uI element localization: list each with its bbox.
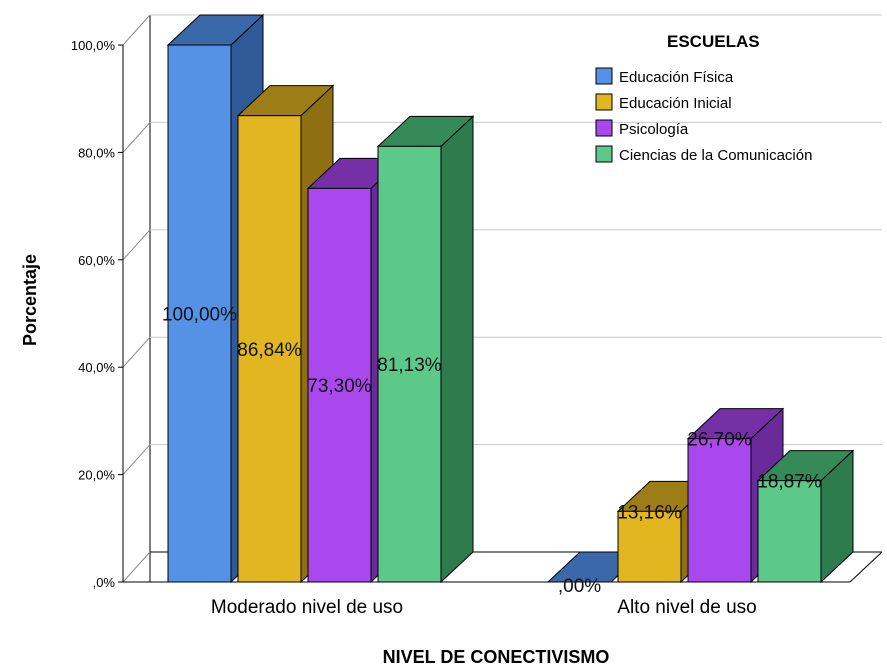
bar-front (377, 145, 442, 583)
gridline-diagonal (122, 14, 151, 46)
bar-front (757, 480, 822, 583)
bar-side (440, 115, 474, 584)
bar-front (617, 510, 682, 583)
y-tick-label: 100,0% (71, 38, 116, 53)
legend-entry-label: Educación Física (619, 69, 734, 86)
legend-swatch (595, 67, 613, 85)
y-tick-label: 80,0% (78, 145, 115, 160)
bar-front (687, 438, 752, 583)
bar-front (307, 187, 372, 583)
x-tick-label: Moderado nivel de uso (211, 597, 403, 618)
gridline-diagonal (122, 229, 151, 261)
y-axis-title: Porcentaje (20, 254, 40, 346)
gridline-diagonal (122, 122, 151, 153)
bar (756, 449, 855, 584)
legend-entry-label: Psicología (619, 121, 689, 138)
data-label: 100,00% (162, 305, 237, 326)
data-label: 26,70% (687, 430, 752, 451)
data-label: 73,30% (307, 376, 372, 397)
data-label: 18,87% (757, 472, 822, 493)
legend-title: ESCUELAS (667, 32, 760, 51)
legend-entry-label: Ciencias de la Comunicación (619, 147, 812, 164)
y-tick-label: ,0% (93, 575, 116, 590)
bar-front (237, 115, 302, 583)
data-label: 86,84% (237, 340, 302, 361)
legend-swatch (595, 145, 613, 163)
legend-swatch (595, 93, 613, 111)
gridline-diagonal (122, 336, 151, 368)
y-tick-label: 40,0% (78, 360, 115, 375)
bar (376, 115, 475, 584)
data-label: ,00% (558, 576, 601, 597)
data-labels-layer: 100,00% ,00% 86,84% 13,16% 73,30% 26,70% 81,13… (162, 305, 822, 598)
x-tick-label: Alto nivel de uso (617, 597, 756, 618)
x-axis-title: NIVEL DE CONECTIVISMO (383, 647, 610, 667)
legend-entry-label: Educación Inicial (619, 95, 732, 112)
data-label: 81,13% (377, 355, 442, 376)
y-tick-label: 60,0% (78, 253, 115, 268)
bars-layer (166, 13, 855, 584)
legend-swatch (595, 119, 613, 137)
gridline-diagonal (122, 444, 151, 475)
legend: ESCUELAS Educación Física Educación Inici… (595, 32, 812, 164)
data-label: 13,16% (617, 502, 682, 523)
bar-front (167, 44, 232, 583)
y-tick-label: 20,0% (78, 468, 115, 483)
gridline-diagonal (122, 551, 151, 583)
floor-edge-right (849, 551, 883, 583)
